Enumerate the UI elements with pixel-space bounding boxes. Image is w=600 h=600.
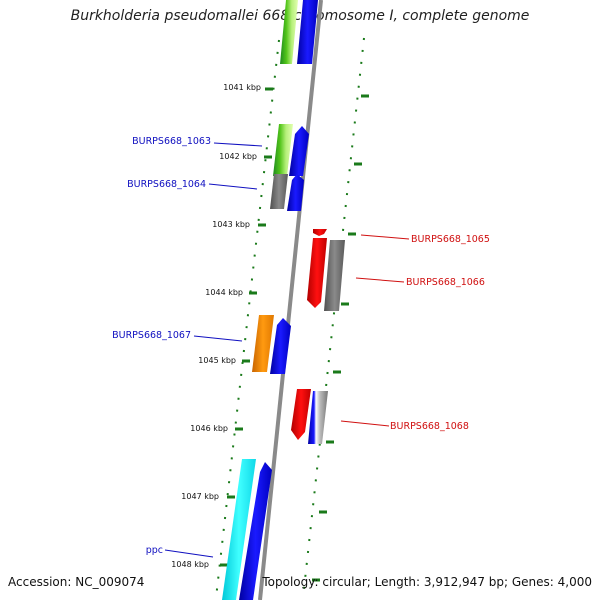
tick-label-1048: 1048 kbp (171, 560, 209, 569)
gene-feature[interactable] (297, 0, 318, 64)
leader-line-burps668-1064 (208, 183, 258, 190)
tick-label-1043: 1043 kbp (212, 220, 250, 229)
genome-backbone (258, 0, 323, 600)
gene-feature-ppc-a[interactable] (222, 459, 256, 600)
gene-label-burps668-1065[interactable]: BURPS668_1065 (411, 234, 490, 245)
topology-text: Topology: circular; Length: 3,912,947 bp… (262, 575, 592, 589)
gene-label-burps668-1067[interactable]: BURPS668_1067 (112, 330, 191, 341)
gene-feature-burps668-1063-b[interactable] (289, 126, 309, 176)
gene-label-burps668-1066[interactable]: BURPS668_1066 (406, 277, 485, 288)
leader-line-burps668-1068 (340, 420, 390, 427)
gene-feature-burps668-1066-a[interactable] (307, 238, 327, 308)
leader-line-burps668-1067 (193, 335, 243, 342)
leader-line-ppc (164, 549, 214, 558)
title: Burkholderia pseudomallei 668 chromosome… (70, 8, 530, 24)
right-dotted-guide (302, 37, 365, 599)
gene-label-burps668-1063[interactable]: BURPS668_1063 (132, 136, 211, 147)
tick-marks-right (312, 94, 369, 582)
gene-feature-burps668-1063-a[interactable] (273, 124, 293, 176)
tick-label-1042: 1042 kbp (219, 152, 257, 161)
tick-marks-left (220, 87, 273, 567)
gene-feature-burps668-1068-a[interactable] (291, 389, 311, 440)
gene-label-burps668-1064[interactable]: BURPS668_1064 (127, 179, 206, 190)
leader-line-burps668-1065 (360, 234, 410, 240)
tick-label-1045: 1045 kbp (198, 356, 236, 365)
gene-feature-burps668-1065[interactable] (313, 229, 327, 236)
gene-feature-burps668-1068-b[interactable] (308, 391, 328, 444)
tick-label-1044: 1044 kbp (205, 288, 243, 297)
gene-feature-ppc-b[interactable] (239, 462, 272, 600)
leader-line-burps668-1063 (213, 142, 263, 147)
gene-feature-burps668-1067-a[interactable] (252, 315, 274, 372)
gene-feature[interactable] (280, 0, 298, 64)
tick-label-1041: 1041 kbp (223, 83, 261, 92)
tick-label-1047: 1047 kbp (181, 492, 219, 501)
gene-feature-burps668-1064-a[interactable] (270, 174, 288, 209)
leader-line-burps668-1066 (355, 277, 405, 283)
gene-feature-burps668-1067-b[interactable] (270, 318, 291, 374)
gene-feature-burps668-1066-b[interactable] (324, 240, 345, 311)
accession-text: Accession: NC_009074 (8, 575, 145, 589)
gene-label-burps668-1068[interactable]: BURPS668_1068 (390, 421, 469, 432)
tick-label-1046: 1046 kbp (190, 424, 228, 433)
gene-label-ppc[interactable]: ppc (146, 545, 163, 556)
gene-feature-burps668-1064-b[interactable] (287, 174, 304, 211)
